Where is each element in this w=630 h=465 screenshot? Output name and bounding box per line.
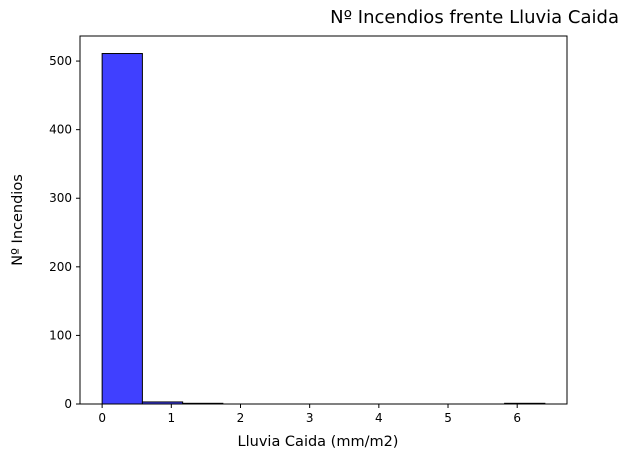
x-tick-label: 6 (513, 411, 521, 425)
x-tick-label: 4 (375, 411, 383, 425)
x-tick-label: 2 (237, 411, 245, 425)
x-axis-label: Lluvia Caida (mm/m2) (238, 434, 399, 450)
histogram-bar (101, 53, 143, 405)
x-tick-label: 3 (306, 411, 314, 425)
x-axis: 0 1 2 3 4 5 6 (98, 404, 521, 425)
x-tick-label: 1 (167, 411, 175, 425)
y-axis: 0 100 200 300 400 500 (49, 54, 80, 411)
y-tick-label: 400 (49, 123, 72, 137)
y-tick-label: 300 (49, 191, 72, 205)
x-tick-label: 5 (444, 411, 452, 425)
y-axis-label: Nº Incendios (10, 174, 26, 266)
y-tick-label: 100 (49, 328, 72, 342)
bars-layer (101, 53, 546, 405)
y-tick-label: 500 (49, 54, 72, 68)
chart-title: Nº Incendios frente Lluvia Caida (330, 7, 619, 28)
y-tick-label: 200 (49, 260, 72, 274)
y-tick-label: 0 (64, 397, 72, 411)
x-tick-label: 0 (98, 411, 106, 425)
plot-frame (79, 35, 568, 405)
